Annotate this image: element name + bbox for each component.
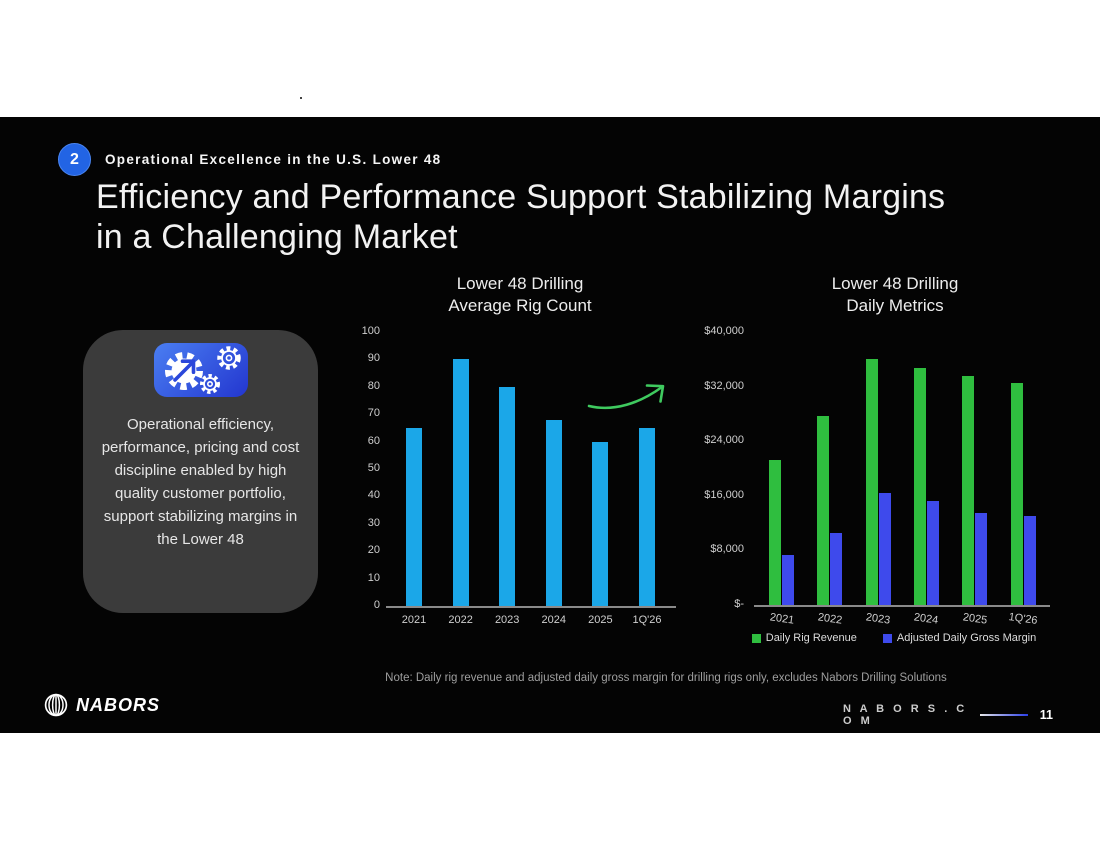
margin-bar (975, 512, 988, 605)
rig-count-bar (592, 441, 609, 606)
rig-count-bar (452, 359, 469, 606)
daily-metrics-chart-title-line2: Daily Metrics (846, 296, 944, 315)
revenue-bar (962, 376, 975, 605)
x-tick-label: 2025 (588, 614, 613, 626)
y-tick-label: 80 (367, 379, 380, 392)
revenue-bar (769, 459, 781, 605)
rig-count-bar (499, 386, 516, 606)
y-tick-label: 100 (361, 325, 380, 337)
section-number-badge: 2 (58, 143, 91, 176)
x-tick-label: 2021 (401, 614, 427, 626)
stray-dot (300, 97, 302, 99)
y-tick-label: 60 (367, 434, 380, 447)
x-axis-line (754, 605, 1050, 607)
website-label: N A B O R S . C O M (843, 703, 968, 727)
upward-trend-arrow-icon (587, 384, 665, 410)
revenue-bar (1010, 383, 1023, 605)
legend-swatch (882, 633, 892, 643)
x-tick-label: 2022 (816, 611, 843, 627)
rig-count-bar (406, 427, 422, 606)
footer-divider-line (979, 714, 1028, 716)
margin-bar (926, 500, 939, 605)
kicker: 2 Operational Excellence in the U.S. Low… (58, 143, 442, 176)
y-tick-label: 30 (367, 516, 380, 529)
legend-item: Daily Rig Revenue (751, 632, 857, 644)
x-tick-label: 2021 (768, 611, 795, 627)
revenue-bar (817, 415, 830, 605)
kicker-label: Operational Excellence in the U.S. Lower… (105, 152, 442, 167)
y-tick-label: 20 (367, 544, 380, 557)
summary-card-text: Operational efficiency, performance, pri… (101, 416, 300, 548)
rig-count-chart-title: Lower 48 Drilling Average Rig Count (370, 273, 670, 317)
rig-count-bar (545, 419, 562, 606)
nabors-globe-icon (44, 693, 68, 717)
legend-label: Daily Rig Revenue (765, 632, 857, 644)
x-tick-label: 2025 (961, 611, 988, 627)
legend-swatch (751, 633, 761, 643)
summary-card: Operational efficiency, performance, pri… (83, 330, 318, 613)
slide-title: Efficiency and Performance Support Stabi… (96, 177, 945, 257)
daily-metrics-legend: Daily Rig Revenue Adjusted Daily Gross Ma… (740, 632, 1048, 644)
x-tick-label: 2024 (541, 614, 567, 626)
x-tick-label: 2022 (448, 614, 473, 626)
margin-bar (878, 493, 891, 605)
gears-arrow-icon (153, 343, 248, 397)
legend-item: Adjusted Daily Gross Margin (882, 632, 1037, 644)
margin-bar (782, 555, 794, 605)
y-tick-label: $32,000 (704, 379, 744, 392)
daily-metrics-chart-title-line1: Lower 48 Drilling (831, 274, 959, 293)
x-tick-label: 1Q'26 (632, 614, 662, 626)
page-number: 11 (1039, 708, 1053, 722)
daily-metrics-chart-title: Lower 48 Drilling Daily Metrics (745, 273, 1045, 317)
footer-right: N A B O R S . C O M 11 (843, 703, 1053, 727)
slide-title-line1: Efficiency and Performance Support Stabi… (96, 178, 946, 216)
y-tick-label: 0 (373, 599, 380, 611)
slide-title-line2: in a Challenging Market (96, 218, 458, 256)
y-tick-label: $24,000 (704, 434, 744, 447)
y-tick-label: $40,000 (704, 325, 744, 337)
y-tick-label: 10 (367, 571, 380, 584)
y-tick-label: $16,000 (704, 488, 744, 501)
gears-arrow-icon-svg (164, 346, 241, 394)
revenue-bar (913, 368, 926, 605)
y-tick-label: 70 (367, 407, 380, 420)
x-tick-label: 2024 (913, 611, 940, 627)
slide: 2 Operational Excellence in the U.S. Low… (0, 117, 1100, 733)
nabors-logo: NABORS (44, 693, 160, 717)
x-axis-line (386, 606, 676, 608)
rig-count-bar (639, 427, 655, 606)
x-tick-label: 1Q'26 (1007, 611, 1039, 627)
y-tick-label: 50 (367, 462, 380, 474)
revenue-bar (865, 359, 878, 605)
y-tick-label: 90 (367, 352, 380, 365)
y-tick-label: $- (734, 598, 744, 610)
x-tick-label: 2023 (865, 611, 892, 627)
rig-count-chart-title-line2: Average Rig Count (448, 296, 592, 315)
margin-bar (830, 532, 843, 605)
x-tick-label: 2023 (494, 614, 520, 626)
y-tick-label: $8,000 (710, 543, 744, 556)
legend-label: Adjusted Daily Gross Margin (896, 632, 1037, 644)
footnote: Note: Daily rig revenue and adjusted dai… (385, 672, 947, 684)
rig-count-chart-title-line1: Lower 48 Drilling (456, 274, 584, 293)
nabors-wordmark: NABORS (76, 694, 161, 715)
y-tick-label: 40 (367, 489, 380, 502)
margin-bar (1023, 516, 1036, 605)
